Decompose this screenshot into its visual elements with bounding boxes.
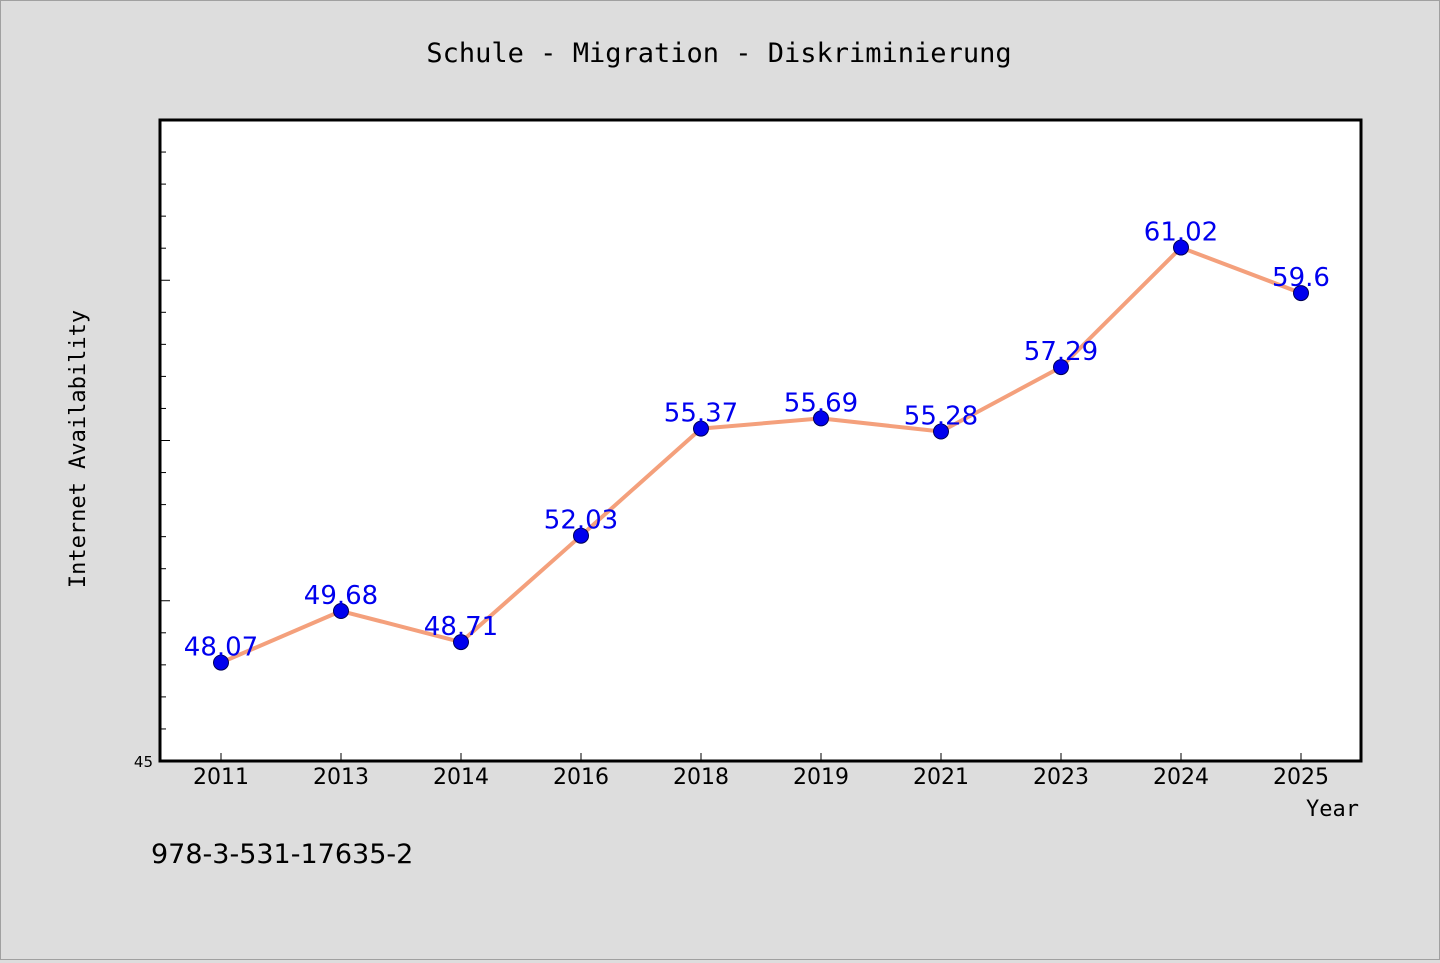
x-tick-label: 2019 [793,765,849,790]
isbn-footer: 978-3-531-17635-2 [151,839,413,870]
data-point [573,527,589,544]
series-polyline [220,245,1302,665]
series-line [220,245,1302,665]
data-point [1173,239,1189,256]
data-label: 59.6 [1272,263,1330,293]
y-axis-label: Internet Availability [66,310,91,588]
data-label: 48.07 [184,633,258,663]
data-label: 55.69 [784,388,858,418]
data-label: 48.71 [424,612,498,642]
data-point [333,603,349,620]
data-point [693,420,709,437]
data-point [453,634,469,651]
data-label: 52.03 [544,506,618,536]
chart-title: Schule - Migration - Diskriminierung [426,38,1011,69]
x-tick-label: 2013 [313,765,369,790]
data-point [933,423,949,440]
x-tick-label: 2011 [193,765,249,790]
x-tick-label: 2025 [1273,765,1329,790]
x-tick-label: 2018 [673,765,729,790]
data-label: 49.68 [304,581,378,611]
y-tick-label: 45 [134,753,153,771]
x-axis-label: Year [1306,797,1359,822]
x-tick-labels: 2011 2013 2014 2016 2018 2019 2021 2023 2024 2025 [193,765,1329,790]
series-markers [213,239,1309,671]
data-label: 55.37 [664,399,738,429]
data-label: 61.02 [1144,218,1218,248]
data-point [1053,359,1069,376]
x-tick-label: 2021 [913,765,969,790]
data-point [1293,285,1309,302]
x-tick-label: 2024 [1153,765,1209,790]
x-tick-label: 2014 [433,765,489,790]
data-label: 55.28 [904,402,978,432]
data-labels: 48.07 49.68 48.71 52.03 55.37 55.69 55.28 57.29… [184,218,1330,663]
data-label: 57.29 [1024,337,1098,367]
axis-ticks [160,151,1302,761]
x-tick-label: 2023 [1033,765,1089,790]
data-point [813,410,829,427]
x-tick-label: 2016 [553,765,609,790]
plot-area [158,118,1363,763]
data-point [213,654,229,671]
